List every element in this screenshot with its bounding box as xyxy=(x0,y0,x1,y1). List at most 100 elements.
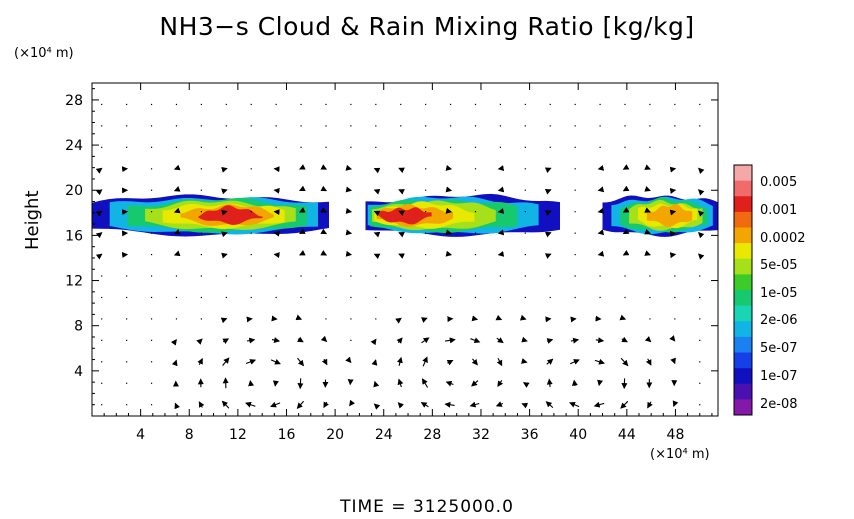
wind-vector xyxy=(221,231,228,238)
y-tick-label: 16 xyxy=(65,228,83,244)
wind-vector xyxy=(445,186,453,193)
wind-vector xyxy=(371,359,378,366)
wind-vector xyxy=(270,401,281,408)
wind-vector xyxy=(594,358,605,365)
wind-vector xyxy=(220,317,228,324)
wind-vector xyxy=(271,337,281,344)
wind-vector xyxy=(546,378,553,388)
wind-vector xyxy=(546,338,554,344)
wind-vector xyxy=(597,379,603,387)
wind-vector xyxy=(373,231,381,238)
wind-vector xyxy=(320,207,328,213)
wind-vector xyxy=(420,402,429,408)
wind-vector xyxy=(469,401,480,408)
wind-vector xyxy=(396,337,403,344)
wind-vector xyxy=(297,357,305,367)
wind-vector xyxy=(620,357,629,367)
wind-vector xyxy=(173,186,181,192)
wind-vector xyxy=(544,253,552,259)
wind-vector xyxy=(320,185,328,192)
x-tick-label: 36 xyxy=(521,427,539,443)
wind-vector xyxy=(173,207,181,214)
wind-vector xyxy=(173,228,181,235)
wind-vector xyxy=(595,337,605,344)
wind-vector xyxy=(644,250,651,256)
wind-vector xyxy=(397,402,404,409)
wind-vector xyxy=(171,359,178,367)
wind-vector xyxy=(471,315,479,322)
wind-vector xyxy=(320,335,328,343)
wind-vector xyxy=(373,380,380,388)
colorbar-swatch xyxy=(734,165,752,181)
cloud-contour xyxy=(198,205,263,225)
wind-vector xyxy=(621,336,628,343)
colorbar-frame xyxy=(733,164,753,416)
wind-vector xyxy=(697,167,705,174)
wind-vector xyxy=(545,401,554,409)
wind-vector xyxy=(571,379,578,386)
wind-vector xyxy=(398,167,405,174)
y-tick-label: 8 xyxy=(74,319,83,335)
colorbar-swatch xyxy=(734,274,752,291)
x-tick-label: 4 xyxy=(136,427,145,443)
wind-vector xyxy=(697,231,705,239)
wind-vector xyxy=(644,164,651,170)
wind-vector xyxy=(644,185,651,192)
x-tick-label: 32 xyxy=(472,427,490,443)
wind-vector xyxy=(299,164,306,170)
wind-vector xyxy=(622,164,630,170)
wind-vector xyxy=(299,249,306,256)
wind-vector xyxy=(544,210,552,216)
colorbar-label: 1e-07 xyxy=(760,369,798,384)
wind-vector xyxy=(622,207,630,213)
wind-vector xyxy=(320,164,328,170)
wind-vector xyxy=(295,314,303,321)
wind-vector xyxy=(170,338,177,346)
wind-vector xyxy=(320,228,328,235)
wind-vector xyxy=(397,378,404,388)
x-tick-label: 24 xyxy=(375,427,393,443)
wind-vector xyxy=(174,402,181,410)
wind-vector xyxy=(570,337,580,344)
wind-vector xyxy=(522,382,530,388)
wind-vector xyxy=(495,314,503,321)
x-tick-label: 28 xyxy=(423,427,441,443)
wind-vector xyxy=(644,336,652,343)
wind-vector xyxy=(446,360,454,366)
wind-vector xyxy=(497,186,505,193)
wind-vector xyxy=(445,337,456,344)
wind-vector xyxy=(398,253,405,259)
wind-vector xyxy=(497,379,504,388)
wind-vector xyxy=(221,400,230,409)
wind-vector xyxy=(445,380,454,387)
wind-vector xyxy=(520,358,528,364)
x-tick-label: 44 xyxy=(618,427,636,443)
x-tick-label: 40 xyxy=(569,427,587,443)
wind-vector xyxy=(697,210,705,217)
y-tick-label: 4 xyxy=(74,364,83,380)
wind-vector xyxy=(421,317,428,323)
wind-vector xyxy=(445,207,453,214)
wind-vector xyxy=(299,185,306,191)
wind-vector xyxy=(245,401,256,408)
wind-vector xyxy=(593,401,605,408)
wind-vector xyxy=(445,164,453,171)
wind-vector xyxy=(470,337,481,344)
x-tick-label: 16 xyxy=(278,427,296,443)
wind-vector xyxy=(398,189,405,195)
wind-vector xyxy=(373,253,381,260)
wind-vector xyxy=(672,400,679,408)
wind-vector xyxy=(198,401,205,408)
wind-vector xyxy=(248,380,255,387)
wind-vector xyxy=(173,164,181,171)
wind-vector xyxy=(471,380,479,387)
wind-vector xyxy=(297,336,304,343)
wind-vector xyxy=(221,166,228,173)
wind-vector xyxy=(272,380,279,387)
wind-vector xyxy=(422,356,428,367)
wind-vector xyxy=(521,402,529,409)
wind-vector xyxy=(299,207,306,213)
y-tick-label: 12 xyxy=(65,274,83,290)
wind-vector xyxy=(569,401,580,408)
